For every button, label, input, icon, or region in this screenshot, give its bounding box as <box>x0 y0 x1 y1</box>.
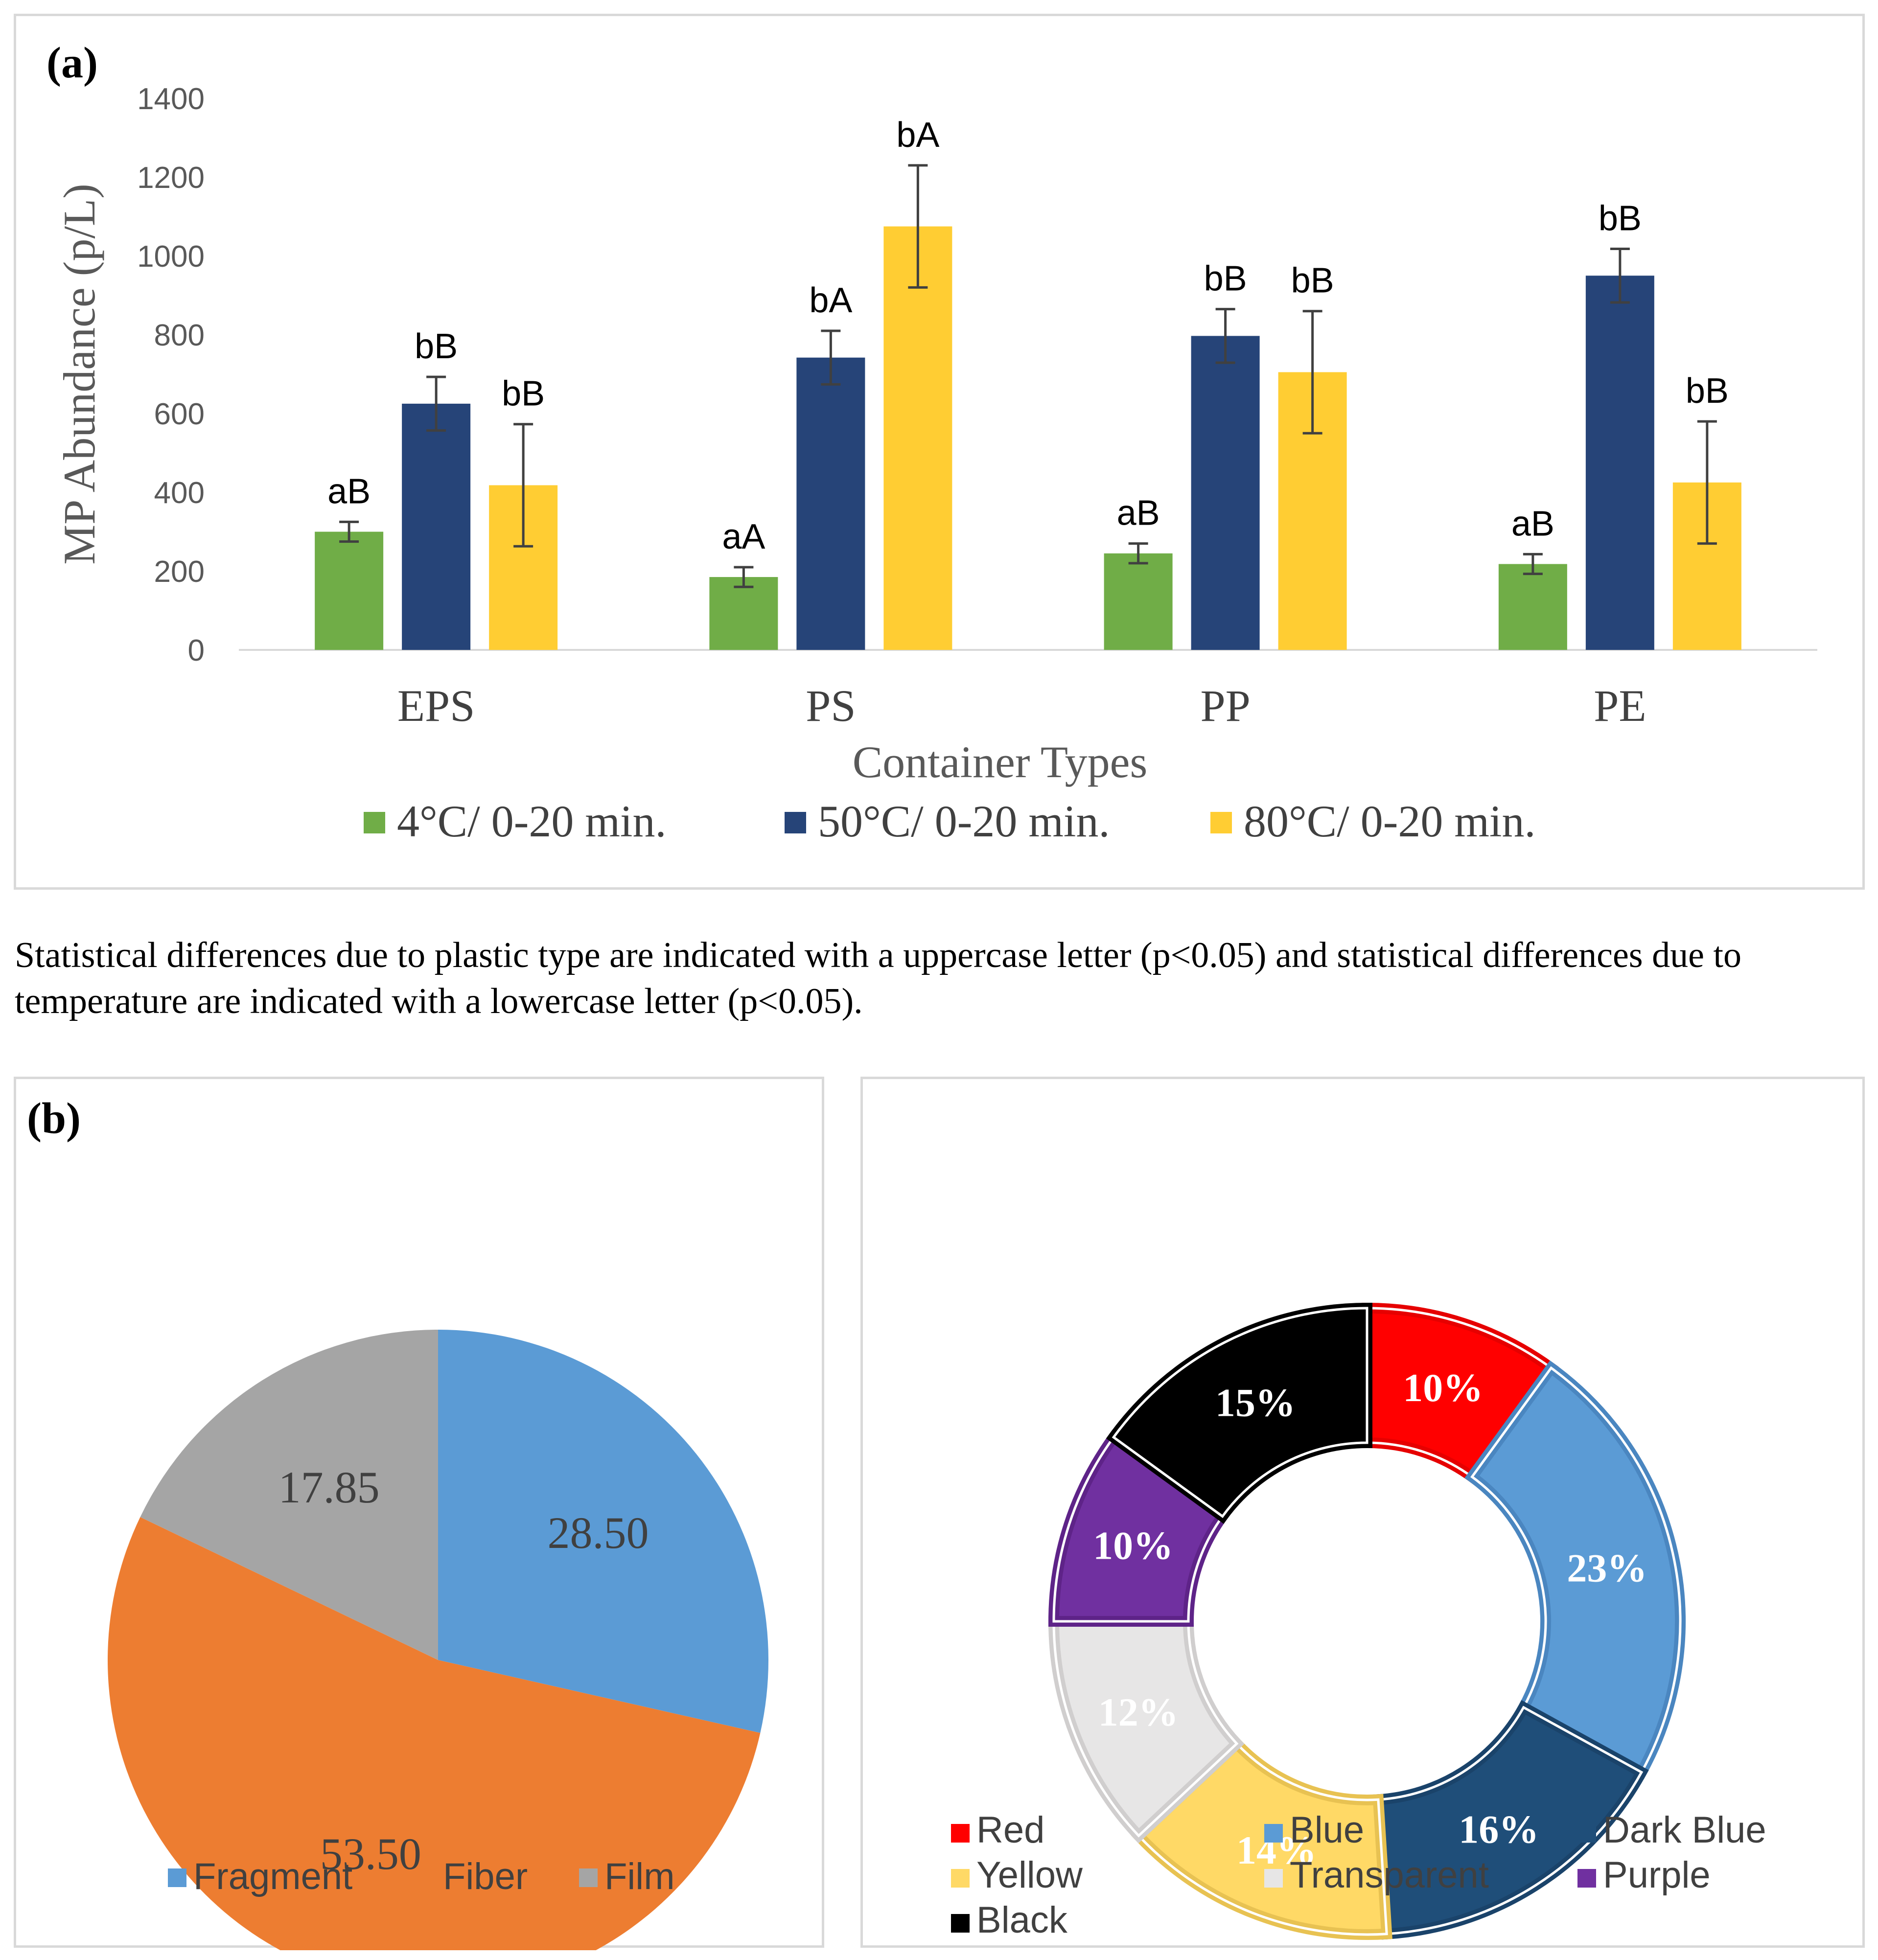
pie-slice <box>140 1330 438 1660</box>
bar-annotation: bA <box>896 115 939 155</box>
pie-slice-label: 17.85 <box>278 1462 380 1512</box>
donut-chart: 10%23%16%14%12%10%15%Red Blue Dark BlueYel… <box>951 1302 1766 1941</box>
bar-annotation: aB <box>1117 494 1160 533</box>
x-axis-title: Container Types <box>853 737 1148 787</box>
bar-chart-panel: (a) 0 200 400 600 800 1000 1200 1400 MP Abundance… <box>14 14 1865 890</box>
bar <box>402 403 471 650</box>
bar-annotation: bB <box>1599 199 1642 238</box>
x-category-label: PS <box>806 681 856 731</box>
donut-slice-separator <box>1112 1307 1368 1518</box>
legend-label: Fiber <box>443 1856 528 1897</box>
legend-label: Dark Blue <box>1603 1809 1766 1851</box>
y-tick-label: 800 <box>154 319 205 352</box>
y-tick-label: 1200 <box>137 161 205 195</box>
pie-chart-panel: (b) 28.50 53.50 17.85 Fragment Fiber Film <box>14 1077 824 1950</box>
bar <box>796 357 865 650</box>
donut-slice-separator <box>1136 1742 1388 1936</box>
legend-swatch <box>951 1824 970 1843</box>
bar-annotation: bB <box>1204 259 1247 299</box>
bar <box>1104 553 1173 650</box>
y-tick-label: 200 <box>154 555 205 589</box>
legend-swatch <box>417 1868 436 1887</box>
pie-slice <box>108 1517 761 1950</box>
bar-annotation: bA <box>809 281 852 320</box>
bar <box>883 226 952 650</box>
legend-label: Fragment <box>193 1856 352 1897</box>
legend-swatch <box>1264 1824 1283 1843</box>
bar <box>1498 564 1567 650</box>
y-tick-label: 400 <box>154 476 205 510</box>
y-tick-label: 1400 <box>137 82 205 116</box>
donut-slice-label: 15% <box>1215 1380 1296 1425</box>
pie-slice-label: 53.50 <box>320 1829 421 1879</box>
pie-chart: (b) 28.50 53.50 17.85 Fragment Fiber Film <box>27 1094 768 1950</box>
donut-slice-separator <box>1470 1366 1682 1774</box>
legend-label: Transparent <box>1290 1854 1489 1896</box>
legend-swatch <box>785 812 806 833</box>
bar <box>1191 336 1260 650</box>
y-tick-label: 1000 <box>137 240 205 274</box>
bar-chart: (a) 0 200 400 600 800 1000 1200 1400 MP Abundance… <box>46 39 1817 846</box>
panel-label-a: (a) <box>46 39 98 87</box>
legend-label: 80°C/ 0-20 min. <box>1244 796 1535 846</box>
bar-annotation: aB <box>327 472 371 511</box>
panel-label-b: (b) <box>27 1094 81 1143</box>
legend-label: 50°C/ 0-20 min. <box>818 796 1110 846</box>
legend-label: 4°C/ 0-20 min. <box>397 796 666 846</box>
x-category-label: PP <box>1200 681 1250 731</box>
legend-swatch <box>579 1868 598 1887</box>
donut-slice-label: 16% <box>1459 1807 1539 1851</box>
bar-annotation: bB <box>502 374 545 414</box>
donut-chart-panel: 10% 23% 16% 14% 12% 10% 15% Red Blue Dark Blue Yel… <box>860 1077 1865 1948</box>
legend-swatch <box>1264 1869 1283 1888</box>
figure-caption: Statistical differences due to plastic t… <box>15 935 1742 1021</box>
y-axis-title: MP Abundance (p/L) <box>54 184 104 564</box>
legend-label: Purple <box>1603 1854 1711 1896</box>
donut-slice-label: 10% <box>1403 1365 1483 1410</box>
donut-slice-label: 12% <box>1098 1690 1179 1734</box>
bar-annotation: aB <box>1511 504 1554 543</box>
bar <box>1585 276 1654 650</box>
y-tick-label: 0 <box>188 634 205 668</box>
bar-annotation: bB <box>1291 261 1334 300</box>
donut-slice-label: 10% <box>1093 1523 1173 1568</box>
bar <box>315 531 384 650</box>
legend-label: Blue <box>1290 1809 1364 1851</box>
y-tick-label: 600 <box>154 397 205 431</box>
legend-label: Yellow <box>976 1854 1083 1896</box>
legend-label: Black <box>976 1899 1068 1941</box>
legend-swatch <box>1577 1824 1596 1843</box>
legend-swatch <box>951 1869 970 1888</box>
donut-slice-separator <box>1377 1706 1644 1936</box>
legend-swatch <box>364 812 385 833</box>
bar-annotation: aA <box>722 517 765 556</box>
legend-label: Film <box>604 1856 675 1897</box>
pie-slice-label: 28.50 <box>547 1508 649 1558</box>
x-category-label: EPS <box>397 681 475 731</box>
pie-slice <box>438 1330 768 1733</box>
bar-annotation: bB <box>415 327 458 366</box>
legend-label: Red <box>976 1809 1044 1851</box>
bar-annotation: bB <box>1686 371 1729 411</box>
donut-slice-label: 23% <box>1567 1545 1647 1590</box>
legend-swatch <box>168 1868 186 1887</box>
legend-swatch <box>1577 1869 1596 1888</box>
legend-swatch <box>951 1914 970 1933</box>
bar <box>709 577 778 650</box>
legend-swatch <box>1210 812 1232 833</box>
x-category-label: PE <box>1594 681 1646 731</box>
